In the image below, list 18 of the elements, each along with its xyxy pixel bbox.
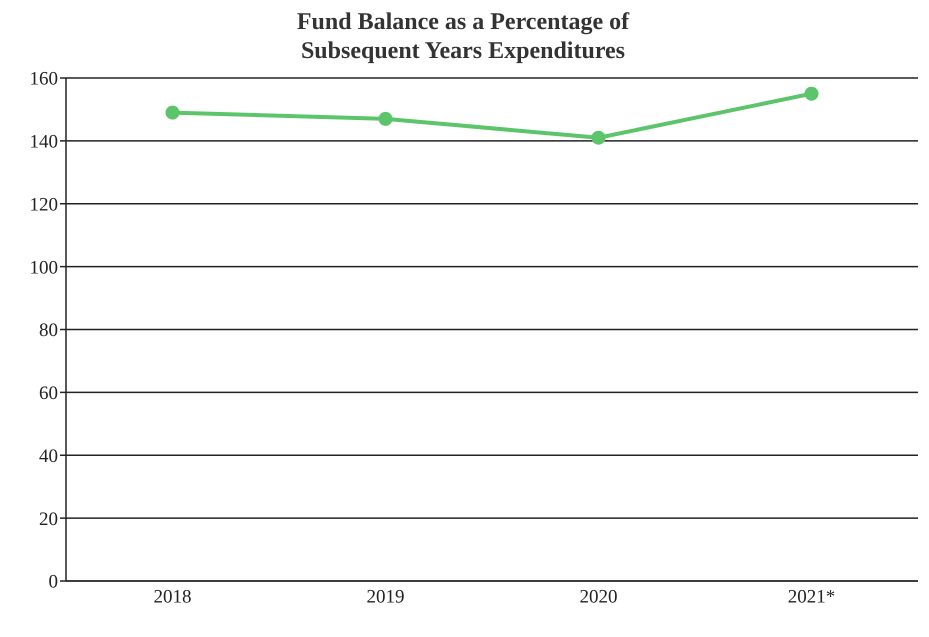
point bbox=[378, 112, 392, 126]
chart-title: Fund Balance as a Percentage of Subsequent Years Expenditures bbox=[296, 8, 630, 66]
x-tick-label: 2019 bbox=[366, 586, 404, 608]
y-tick-label: 80 bbox=[39, 320, 58, 342]
y-tick-label: 140 bbox=[30, 132, 58, 153]
point bbox=[804, 86, 818, 101]
x-tick-label: 2018 bbox=[154, 586, 192, 608]
y-tick-label: 60 bbox=[39, 383, 58, 404]
y-tick-label: 120 bbox=[30, 194, 58, 216]
y-tick-label: 20 bbox=[39, 508, 58, 530]
y-tick-label: 0 bbox=[48, 572, 58, 593]
y-tick-label: 160 bbox=[30, 68, 58, 90]
y-tick-label: 40 bbox=[39, 446, 58, 467]
y-tick-label: 100 bbox=[30, 257, 58, 278]
x-tick-label: 2021* bbox=[788, 586, 836, 608]
point bbox=[166, 106, 180, 120]
point bbox=[592, 130, 606, 145]
x-tick-label: 2020 bbox=[580, 586, 618, 608]
